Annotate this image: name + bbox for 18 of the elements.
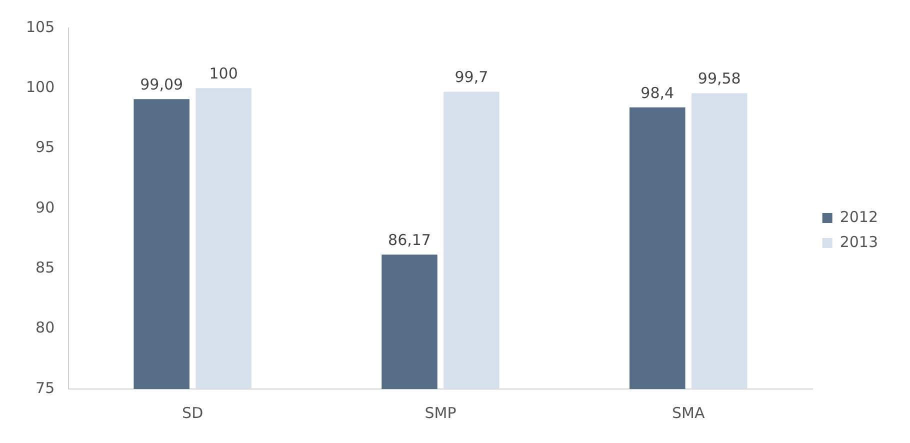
data-label: 99,09 xyxy=(140,76,184,94)
x-tick-label: SMP xyxy=(424,404,456,422)
y-tick-label: 95 xyxy=(36,138,55,156)
y-tick-label: 90 xyxy=(36,198,55,216)
data-label: 86,17 xyxy=(388,230,431,249)
y-tick-label: 105 xyxy=(26,18,55,36)
legend-label: 2013 xyxy=(840,232,878,251)
y-tick-label: 85 xyxy=(36,258,55,277)
y-tick-label: 75 xyxy=(36,378,55,397)
legend-label: 2012 xyxy=(840,208,878,226)
x-tick-label: SD xyxy=(182,404,204,422)
data-label: 98,4 xyxy=(640,84,674,102)
y-tick-label: 80 xyxy=(36,318,55,337)
y-tick-label: 100 xyxy=(26,78,55,96)
data-label: 99,58 xyxy=(698,70,741,88)
data-label: 99,7 xyxy=(454,68,488,86)
x-tick-label: SMA xyxy=(672,404,706,422)
data-label: 100 xyxy=(209,64,238,83)
